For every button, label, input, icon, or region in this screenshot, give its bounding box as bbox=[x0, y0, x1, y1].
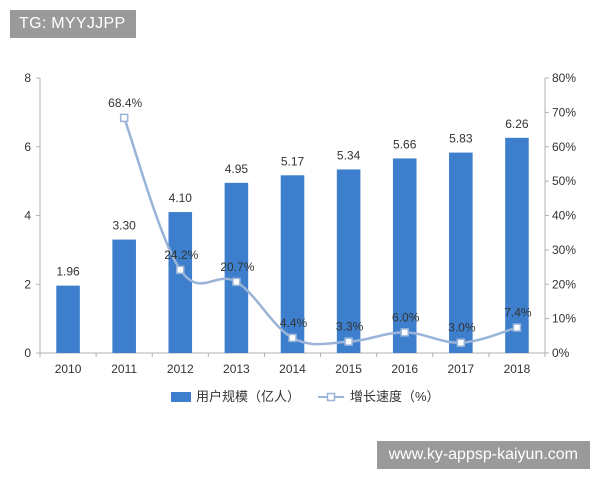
line-value-labels: 68.4% 24.2% 20.7% 4.4% 3.3% 6.0% 3.0% 7.4% bbox=[108, 96, 532, 335]
x-tick-label: 2012 bbox=[167, 362, 194, 376]
bar-value-label: 5.34 bbox=[337, 148, 361, 162]
x-tick-label: 2013 bbox=[223, 362, 250, 376]
x-tick-label: 2016 bbox=[391, 362, 418, 376]
bar-value-label: 4.10 bbox=[169, 191, 193, 205]
x-tick-label: 2015 bbox=[335, 362, 362, 376]
bar bbox=[280, 175, 305, 353]
y-right-tick-label: 70% bbox=[552, 105, 576, 119]
bar-value-label: 6.26 bbox=[505, 117, 529, 131]
legend-swatch-marker bbox=[326, 392, 336, 402]
bar bbox=[56, 285, 80, 353]
x-tick-label: 2010 bbox=[55, 362, 82, 376]
x-tick-label: 2018 bbox=[504, 362, 531, 376]
bar bbox=[449, 152, 473, 353]
bar bbox=[168, 212, 193, 353]
bar bbox=[336, 169, 361, 353]
line-value-label: 3.0% bbox=[448, 321, 476, 335]
bar-series bbox=[56, 137, 529, 353]
line-value-label: 24.2% bbox=[164, 248, 198, 262]
y-right-tick-label: 40% bbox=[552, 209, 576, 223]
bar-value-label: 5.66 bbox=[393, 137, 417, 151]
bar bbox=[392, 158, 417, 353]
line-point bbox=[288, 333, 297, 343]
chart-legend: 用户规模（亿人） 增长速度（%） bbox=[171, 389, 440, 404]
legend-label-bars: 用户规模（亿人） bbox=[196, 389, 300, 404]
bar-value-label: 1.96 bbox=[56, 265, 80, 279]
bar-value-label: 3.30 bbox=[112, 219, 136, 233]
legend-swatch-bars bbox=[171, 392, 191, 402]
bar-value-label: 4.95 bbox=[225, 162, 249, 176]
line-point bbox=[456, 338, 466, 347]
bar-value-label: 5.83 bbox=[449, 132, 473, 146]
legend-label-line: 增长速度（%） bbox=[350, 389, 440, 404]
y-left-tick-label: 4 bbox=[24, 209, 31, 223]
y-left-tick-label: 2 bbox=[24, 277, 31, 291]
y-right-tick-label: 60% bbox=[552, 140, 576, 154]
line-point bbox=[400, 328, 409, 337]
bar-value-labels: 1.96 3.30 4.10 4.95 5.17 5.34 5.66 5.83 6.26 bbox=[56, 117, 529, 279]
line-point bbox=[344, 337, 353, 346]
line-value-label: 7.4% bbox=[504, 306, 532, 320]
y-right-tick-label: 80% bbox=[552, 71, 576, 85]
line-value-label: 3.3% bbox=[336, 320, 364, 334]
line-point bbox=[176, 265, 185, 275]
x-tick-label: 2017 bbox=[447, 362, 474, 376]
watermark-top-left: TG: MYYJJPP bbox=[10, 10, 137, 38]
x-tick-label: 2014 bbox=[279, 362, 306, 376]
y-right-tick-label: 20% bbox=[552, 277, 576, 291]
line-value-label: 68.4% bbox=[108, 96, 142, 110]
y-right-tick-label: 0% bbox=[552, 346, 570, 360]
line-point bbox=[232, 277, 241, 287]
y-left-tick-label: 8 bbox=[24, 71, 31, 85]
line-value-label: 6.0% bbox=[392, 310, 420, 324]
bar bbox=[224, 182, 249, 353]
y-left-tick-label: 0 bbox=[24, 346, 31, 360]
bar bbox=[112, 239, 136, 353]
x-tick-label: 2011 bbox=[111, 362, 137, 376]
line-value-label: 4.4% bbox=[280, 316, 308, 330]
y-left-tick-label: 6 bbox=[24, 140, 31, 154]
watermark-bottom-right: www.ky-appsp-kaiyun.com bbox=[376, 441, 590, 469]
bar-value-label: 5.17 bbox=[281, 154, 305, 168]
line-point bbox=[512, 323, 522, 332]
y-right-tick-label: 50% bbox=[552, 174, 576, 188]
line-point bbox=[119, 113, 129, 123]
y-right-tick-label: 30% bbox=[552, 243, 576, 257]
line-value-label: 20.7% bbox=[220, 260, 254, 274]
line-series bbox=[119, 113, 522, 347]
y-right-tick-label: 10% bbox=[552, 312, 576, 326]
bar bbox=[505, 137, 529, 353]
